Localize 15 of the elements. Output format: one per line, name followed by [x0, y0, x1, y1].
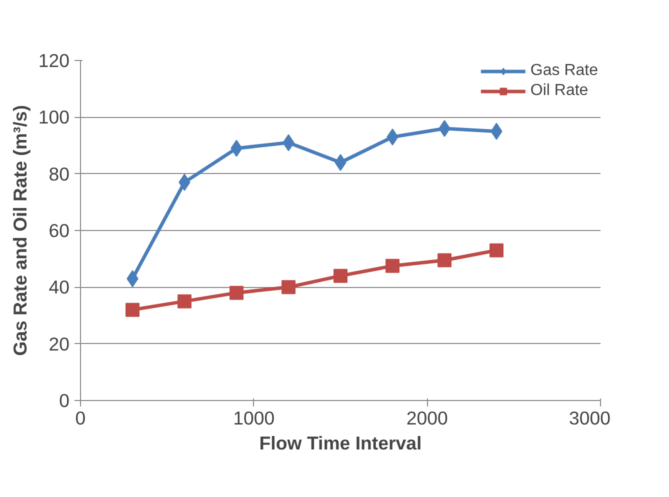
y-tick-label: 100	[38, 106, 70, 128]
y-tick-label: 40	[48, 276, 70, 298]
x-axis-title: Flow Time Interval	[259, 432, 422, 454]
x-tick-label: 2000	[406, 408, 448, 428]
x-tick-label: 1000	[233, 408, 275, 428]
y-tick-label: 0	[59, 390, 70, 411]
y-axis-title: Gas Rate and Oil Rate (m³/s)	[9, 105, 30, 356]
y-tick-label: 120	[38, 50, 70, 71]
legend-label: Gas Rate	[530, 62, 598, 80]
y-tick-label: 80	[48, 163, 70, 184]
x-tick-label: 0	[75, 408, 86, 428]
y-tick-label: 20	[48, 333, 70, 354]
y-tick-label: 60	[48, 220, 70, 241]
legend-label: Oil Rate	[530, 82, 588, 100]
x-tick-label: 3000	[568, 408, 611, 428]
